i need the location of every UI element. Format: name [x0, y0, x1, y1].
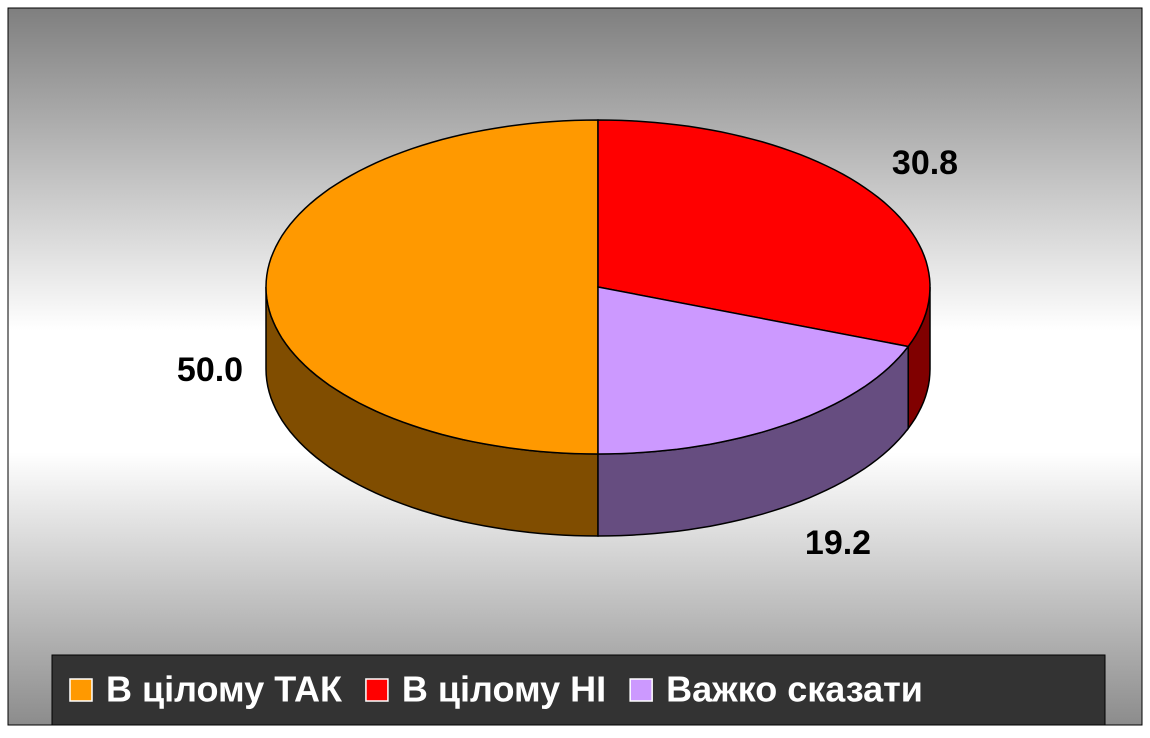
- data-label: 30.8: [892, 144, 958, 182]
- slice: [265, 119, 599, 455]
- legend-swatch: [629, 678, 653, 702]
- legend-box: [51, 654, 1106, 726]
- data-label: 19.2: [805, 524, 871, 562]
- pie: 50.0 30.8 19.2: [177, 119, 958, 562]
- legend: В цілому ТАК В цілому НІ Важко сказати: [69, 669, 923, 710]
- legend-swatch: [69, 678, 93, 702]
- legend-label: В цілому ТАК: [106, 669, 343, 710]
- data-label: 50.0: [177, 351, 243, 389]
- legend-swatch: [365, 678, 389, 702]
- legend-label: В цілому НІ: [402, 669, 606, 710]
- slice: [597, 119, 931, 348]
- legend-label: Важко сказати: [666, 669, 923, 710]
- slice: [597, 286, 910, 455]
